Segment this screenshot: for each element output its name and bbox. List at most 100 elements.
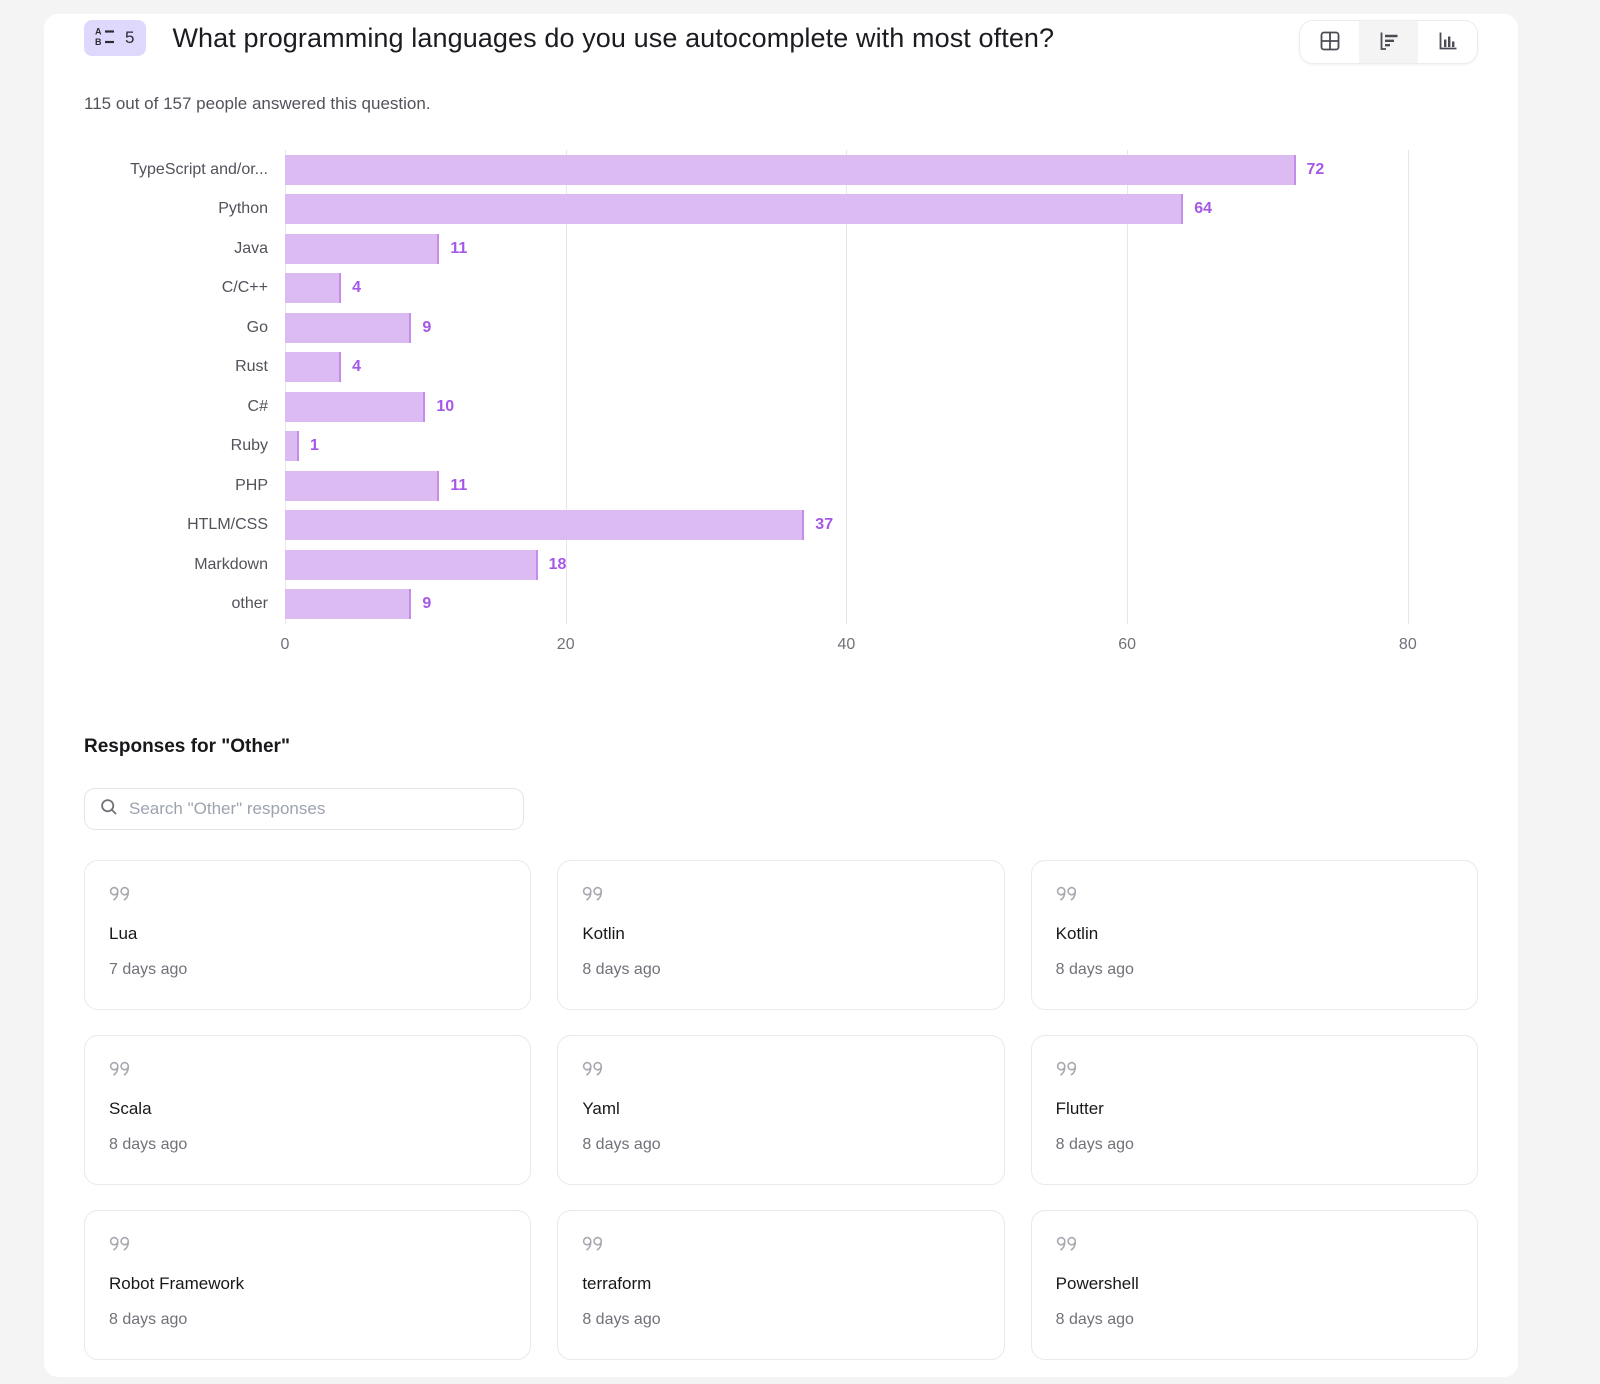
quote-icon [1056, 1060, 1453, 1085]
bar-c-c [285, 273, 342, 304]
category-label: Python [218, 200, 268, 218]
bar-value: 64 [1194, 200, 1213, 218]
category-label: Rust [235, 358, 268, 376]
chart-row: other 9 [84, 585, 1478, 625]
quote-icon [109, 885, 506, 910]
response-timestamp: 8 days ago [582, 1311, 661, 1328]
category-label: PHP [235, 476, 268, 494]
response-text: Yaml [582, 1099, 620, 1118]
bar-area: 1 [285, 431, 1478, 462]
bar-markdown [285, 549, 538, 580]
x-tick-60: 60 [1118, 636, 1137, 653]
bar-chart: TypeScript and/or... 72 Python 64 Java 11 C/C+… [84, 150, 1478, 660]
response-text: terraform [582, 1274, 652, 1293]
gridline-80 [1407, 150, 1409, 624]
response-text: Scala [109, 1099, 152, 1118]
category-label: other [231, 595, 268, 613]
bar-area: 11 [285, 233, 1478, 264]
chart-x-axis: 0 20 40 60 80 [281, 624, 1478, 660]
response-timestamp: 8 days ago [109, 1136, 188, 1153]
chart-row: C/C++ 4 [84, 269, 1478, 309]
horizontal-bar-chart-icon [1377, 29, 1401, 56]
response-text: Powershell [1055, 1274, 1139, 1293]
chart-gridlines [285, 150, 1478, 624]
bar-value: 11 [450, 239, 468, 257]
response-card: Yaml 8 days ago [557, 1035, 1005, 1185]
gridline-60 [1127, 150, 1129, 624]
vertical-bar-view-button[interactable] [1418, 21, 1477, 63]
x-tick-0: 0 [280, 636, 290, 653]
chart-row: PHP 11 [84, 466, 1478, 506]
quote-icon [582, 1235, 979, 1260]
responses-search-box[interactable] [84, 788, 524, 830]
response-text: Lua [109, 924, 138, 943]
category-label: Markdown [194, 555, 268, 573]
x-tick-40: 40 [837, 636, 856, 653]
bar-value: 9 [422, 318, 432, 336]
response-text: Flutter [1055, 1099, 1104, 1118]
bar-value: 72 [1306, 160, 1325, 178]
bar-value: 1 [310, 437, 319, 455]
response-timestamp: 8 days ago [1055, 961, 1134, 978]
question-number: 5 [125, 28, 135, 47]
bar-area: 4 [285, 273, 1478, 304]
table-icon [1318, 29, 1342, 56]
bar-value: 4 [352, 279, 362, 297]
response-card: Kotlin 8 days ago [1030, 860, 1478, 1010]
multiple-choice-list-icon: A B [94, 25, 116, 52]
svg-text:B: B [95, 37, 102, 47]
category-label: Go [246, 318, 268, 336]
bar-php [285, 470, 440, 501]
quote-icon [1056, 1235, 1453, 1260]
responses-search-input[interactable] [129, 799, 509, 819]
bar-area: 37 [285, 510, 1478, 541]
gridline-20 [565, 150, 567, 624]
table-view-button[interactable] [1300, 21, 1359, 63]
response-card: Robot Framework 8 days ago [84, 1210, 532, 1360]
gridline-40 [846, 150, 848, 624]
bar-rust [285, 352, 342, 383]
bar-value: 18 [548, 555, 567, 573]
response-card: Kotlin 8 days ago [557, 860, 1005, 1010]
page-title: What programming languages do you use au… [172, 22, 1055, 53]
response-card: Lua 7 days ago [84, 860, 532, 1010]
quote-icon [109, 1060, 506, 1085]
chart-row: TypeScript and/or... 72 [84, 150, 1478, 190]
chart-rows: TypeScript and/or... 72 Python 64 Java 11 C/C+… [84, 150, 1478, 624]
response-text: Kotlin [1055, 924, 1099, 943]
bar-htlm-css [285, 510, 805, 541]
horizontal-bar-view-button[interactable] [1359, 21, 1418, 63]
response-card: Flutter 8 days ago [1030, 1035, 1478, 1185]
bar-area: 18 [285, 549, 1478, 580]
category-label: HTLM/CSS [187, 516, 268, 534]
category-label: TypeScript and/or... [130, 160, 268, 178]
category-label: Java [234, 239, 268, 257]
bar-area: 11 [285, 470, 1478, 501]
bar-typescript-and-or [285, 154, 1296, 185]
bar-value: 4 [352, 358, 362, 376]
bar-area: 9 [285, 589, 1478, 620]
quote-icon [582, 1060, 979, 1085]
bar-value: 9 [422, 595, 432, 613]
question-number-badge: A B 5 [84, 20, 147, 56]
chart-row: Markdown 18 [84, 545, 1478, 585]
response-text: Robot Framework [109, 1274, 245, 1293]
bar-java [285, 233, 440, 264]
responses-grid: Lua 7 days ago Kotlin 8 days ago Kotlin 8 day… [84, 860, 1478, 1360]
response-timestamp: 8 days ago [582, 961, 661, 978]
bar-other [285, 589, 412, 620]
question-panel: A B 5 What programming languages do you … [44, 14, 1518, 1377]
response-timestamp: 7 days ago [109, 961, 188, 978]
bar-go [285, 312, 412, 343]
bar-value: 37 [815, 516, 834, 534]
response-card: Scala 8 days ago [84, 1035, 532, 1185]
bar-value: 11 [450, 476, 468, 494]
x-tick-20: 20 [556, 636, 575, 653]
chart-row: Rust 4 [84, 348, 1478, 388]
chart-view-toggle [1299, 20, 1478, 64]
chart-row: Go 9 [84, 308, 1478, 348]
bar-area: 10 [285, 391, 1478, 422]
quote-icon [1056, 885, 1453, 910]
response-timestamp: 8 days ago [1055, 1136, 1134, 1153]
category-label: C# [247, 397, 268, 415]
